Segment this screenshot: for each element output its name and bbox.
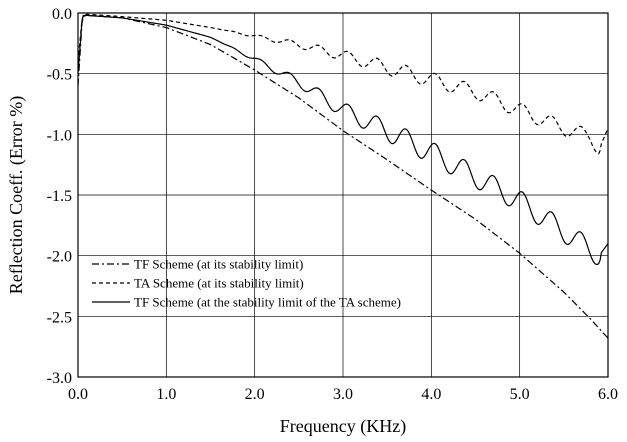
- series-line: [77, 14, 609, 339]
- legend: TF Scheme (at its stability limit) TA Sch…: [92, 257, 401, 310]
- series-line: [77, 13, 609, 155]
- series-line: [77, 14, 609, 265]
- y-tick-label: -2.0: [47, 249, 72, 266]
- y-tick-label: 0.0: [52, 6, 72, 23]
- legend-entry-label: TF Scheme (at the stability limit of the…: [134, 295, 401, 310]
- y-tick-label: -1.5: [47, 188, 72, 205]
- y-tick-label: -1.0: [47, 127, 72, 144]
- y-tick-label: -3.0: [47, 370, 72, 387]
- axis-ticks: 0.0 1.0 2.0 3.0 4.0 5.0 6.0 0.0 -0.5 -1.0 -1.5 -2.0…: [47, 6, 618, 403]
- grid-lines: [78, 13, 608, 377]
- x-axis-label: Frequency (KHz): [280, 416, 406, 437]
- y-tick-label: -2.5: [47, 309, 72, 326]
- legend-entry-label: TF Scheme (at its stability limit): [134, 257, 303, 272]
- series-layer: [77, 13, 609, 339]
- x-tick-label: 5.0: [510, 386, 530, 403]
- x-tick-label: 0.0: [68, 386, 88, 403]
- x-tick-label: 2.0: [245, 386, 265, 403]
- legend-entry-label: TA Scheme (at its stability limit): [134, 276, 304, 291]
- x-tick-label: 3.0: [333, 386, 353, 403]
- x-tick-label: 1.0: [156, 386, 176, 403]
- plot-frame: [77, 12, 609, 378]
- y-axis-label: Reflection Coeff. (Error %): [6, 96, 27, 295]
- x-tick-label: 4.0: [421, 386, 441, 403]
- x-tick-label: 6.0: [598, 386, 618, 403]
- y-tick-label: -0.5: [47, 67, 72, 84]
